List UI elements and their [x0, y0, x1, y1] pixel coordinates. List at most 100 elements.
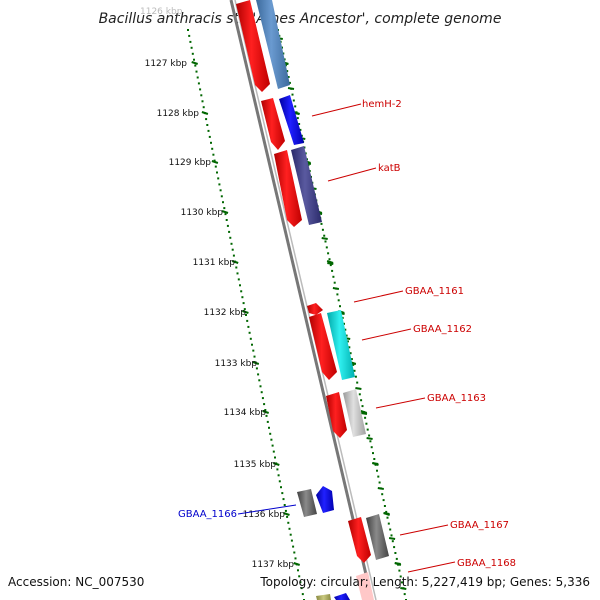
gc-dot: [333, 281, 336, 284]
gene-reverse[interactable]: [366, 514, 389, 560]
gc-dot: [190, 46, 193, 49]
gc-dot: [382, 499, 385, 502]
gc-dot: [385, 510, 388, 513]
gc-dot: [398, 569, 401, 572]
gc-dot: [201, 100, 204, 103]
gc-dot: [344, 328, 347, 331]
gene-reverse[interactable]: [256, 0, 290, 89]
gc-dot: [259, 385, 262, 388]
gc-dot: [364, 416, 367, 419]
gc-dot: [293, 551, 296, 554]
gc-dot: [348, 346, 351, 349]
gc-dot: [268, 426, 270, 429]
kbp-minor-tick: [383, 512, 390, 515]
kbp-labels: 1127 kbp 1128 kbp 1129 kbp 1130 kbp 1131…: [145, 59, 295, 570]
gene-reverse[interactable]: [316, 486, 334, 513]
gc-dot: [287, 521, 290, 524]
gc-dot: [360, 399, 363, 402]
gc-dot: [301, 593, 304, 596]
gene-forward[interactable]: [261, 98, 285, 150]
gene-label-GBAA_1162[interactable]: GBAA_1162: [413, 324, 472, 335]
gc-dot: [336, 293, 339, 296]
gc-dot: [217, 177, 220, 180]
gc-dot: [386, 516, 389, 519]
gc-dot: [229, 236, 232, 239]
gc-dot: [211, 147, 214, 150]
gc-dot: [376, 469, 378, 472]
gc-dot: [247, 325, 250, 328]
gene-forward[interactable]: [356, 572, 374, 600]
kbp-minor-tick: [366, 437, 373, 440]
gc-dot: [218, 183, 221, 186]
label-leader-lines: [237, 103, 456, 573]
gc-dot: [269, 432, 272, 435]
gene-label-GBAA_1166[interactable]: GBAA_1166: [178, 509, 237, 520]
gc-dot: [210, 141, 212, 144]
gc-dot: [216, 171, 218, 174]
gc-dot: [270, 438, 273, 441]
gc-dot: [277, 474, 280, 477]
gene-forward[interactable]: [309, 313, 337, 380]
gene-forward[interactable]: [307, 303, 323, 315]
gene-label-GBAA_1161[interactable]: GBAA_1161: [405, 286, 464, 297]
gc-dot: [381, 493, 384, 496]
gc-dot: [272, 450, 275, 453]
gene-label-GBAA_1167[interactable]: GBAA_1167: [450, 520, 509, 531]
gene-reverse[interactable]: [327, 310, 355, 380]
gc-dot: [274, 456, 276, 459]
gc-dot: [223, 207, 226, 210]
gc-dot: [193, 58, 195, 61]
gc-dot: [288, 527, 291, 530]
gc-dot: [287, 76, 290, 78]
gc-dot: [242, 302, 245, 305]
kbp-tick: [262, 410, 270, 414]
gene-reverse[interactable]: [291, 146, 322, 225]
gc-dot: [286, 515, 289, 518]
gene-reverse[interactable]: [343, 389, 366, 437]
gene-label-katB[interactable]: katB: [378, 163, 401, 174]
kbp-minor-tick: [355, 387, 362, 390]
gc-dot: [300, 587, 303, 590]
gc-dot: [365, 422, 368, 425]
kbp-tick: [191, 61, 199, 65]
gc-dot: [383, 505, 386, 507]
gc-dot: [255, 367, 258, 370]
gene-label-hemH-2[interactable]: hemH-2: [362, 99, 402, 110]
gc-dot: [224, 213, 227, 216]
topology-text: Topology: circular; Length: 5,227,419 bp…: [259, 575, 590, 589]
gc-dot: [199, 88, 202, 91]
gene-reverse[interactable]: [316, 594, 331, 600]
gc-dot: [366, 428, 369, 431]
gc-dot: [345, 334, 348, 337]
gc-dot: [389, 528, 392, 531]
gc-dot: [241, 296, 244, 299]
gene-forward[interactable]: [326, 392, 347, 438]
gene-forward[interactable]: [348, 517, 371, 563]
gc-dot: [265, 414, 268, 417]
gc-dot: [290, 539, 293, 542]
gene-forward[interactable]: [236, 0, 270, 92]
gene-label-GBAA_1168[interactable]: GBAA_1168: [457, 558, 516, 569]
gene-reverse[interactable]: [334, 593, 350, 600]
gene-reverse[interactable]: [279, 95, 304, 145]
gc-dot: [297, 569, 299, 572]
gc-dot: [286, 70, 289, 73]
gene-reverse[interactable]: [297, 489, 317, 517]
gc-dot: [373, 458, 376, 460]
gc-dot: [283, 504, 286, 506]
gene-label-GBAA_1163[interactable]: GBAA_1163: [427, 393, 486, 404]
gc-dot: [369, 440, 372, 443]
gc-dot: [337, 299, 340, 302]
kbp-tick: [252, 361, 260, 365]
gc-dot: [282, 498, 285, 501]
gc-dot: [354, 375, 357, 378]
kbp-minor-tick: [372, 462, 379, 465]
gc-dot: [358, 393, 361, 396]
gc-dot: [230, 242, 233, 245]
kbp-tick: [201, 111, 209, 115]
gc-dot: [207, 129, 210, 132]
kbp-label: 1136 kbp: [243, 510, 286, 520]
gene-forward[interactable]: [274, 150, 302, 227]
kbp-minor-tick: [377, 487, 384, 490]
gc-dot: [343, 322, 345, 325]
